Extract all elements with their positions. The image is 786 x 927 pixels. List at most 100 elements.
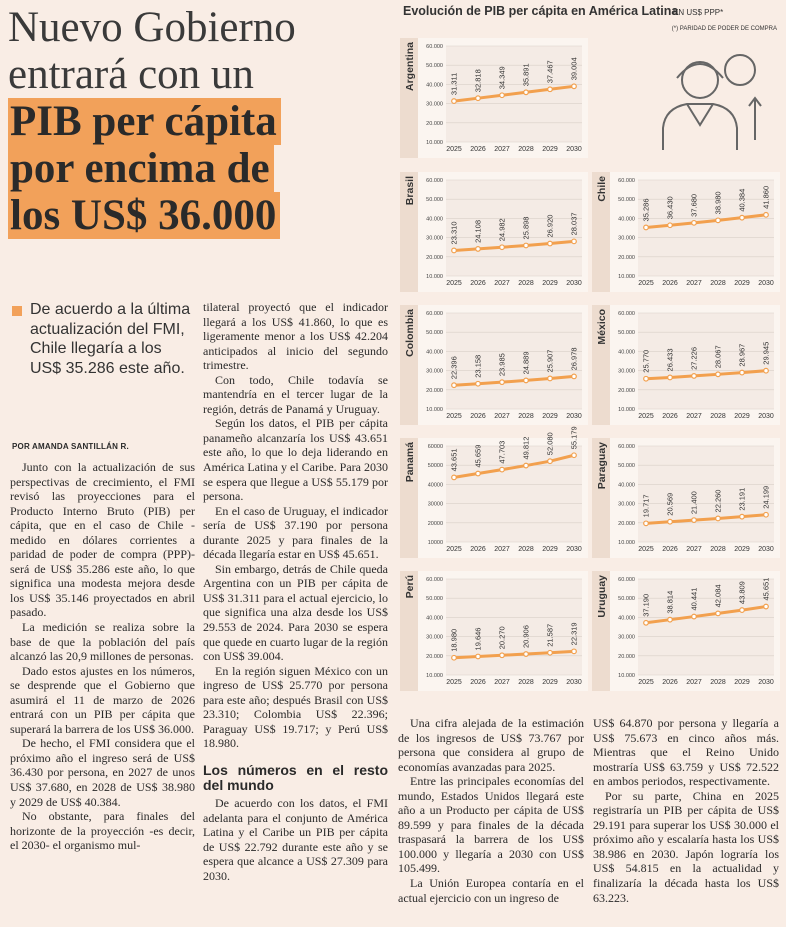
value-label: 49.812 xyxy=(522,437,531,460)
y-tick-label: 10.000 xyxy=(426,140,443,146)
paragraph: Dado estos ajustes en los números, se de… xyxy=(10,663,195,736)
subhead: Los números en el resto del mundo xyxy=(203,761,388,793)
x-tick-label: 2029 xyxy=(734,413,750,420)
x-tick-label: 2028 xyxy=(518,146,534,153)
x-tick-label: 2026 xyxy=(662,280,678,287)
x-tick-label: 2028 xyxy=(518,280,534,287)
point xyxy=(475,470,481,477)
headline-highlight: por encima de xyxy=(8,145,274,192)
chart: Colombia 10.000 20.000 30.000 40.000 50.000 60… xyxy=(400,305,588,425)
value-label: 20.906 xyxy=(522,625,531,648)
value-label: 25.907 xyxy=(546,350,555,373)
paragraph: Junto con la actualización de sus perspe… xyxy=(10,460,195,620)
point xyxy=(499,244,505,251)
paragraph: Una cifra alejada de la estimación de lo… xyxy=(398,716,584,774)
paragraph: Con todo, Chile todavía se mantendría en… xyxy=(203,372,388,416)
value-label: 23.191 xyxy=(738,488,747,511)
paragraph: Entre las principales economías del mund… xyxy=(398,774,584,876)
x-tick-label: 2030 xyxy=(758,679,774,686)
y-tick-label: 10.000 xyxy=(618,540,635,546)
icon xyxy=(662,54,762,150)
point xyxy=(451,247,457,254)
y-tick-label: 50.000 xyxy=(426,197,443,203)
point xyxy=(547,375,553,382)
value-label: 20.569 xyxy=(666,493,675,516)
x-tick-label: 2026 xyxy=(470,546,486,553)
x-tick-label: 2028 xyxy=(518,413,534,420)
y-tick-label: 40.000 xyxy=(426,615,443,621)
y-tick-label: 20.000 xyxy=(426,388,443,394)
graphic-title: Evolución de PIB per cápita en América L… xyxy=(403,4,679,18)
y-tick-label: 50.000 xyxy=(426,63,443,69)
y-tick-label: 60.000 xyxy=(426,577,443,583)
chart: Paraguay 10.000 20.000 30.000 40.000 50.000 60… xyxy=(592,438,780,558)
y-tick-label: 40.000 xyxy=(426,349,443,355)
value-label: 37.190 xyxy=(642,594,651,617)
y-tick-label: 50000 xyxy=(428,463,443,469)
point xyxy=(451,382,457,389)
x-tick-label: 2027 xyxy=(494,413,510,420)
value-label: 37.467 xyxy=(546,60,555,83)
value-label: 43.809 xyxy=(738,581,747,604)
value-label: 28.967 xyxy=(738,344,747,367)
label-strip xyxy=(592,571,610,691)
paragraph: US$ 64.870 por persona y llegaría a US$ … xyxy=(593,716,779,789)
point xyxy=(739,513,745,520)
value-label: 22.319 xyxy=(570,622,579,645)
label-strip xyxy=(400,172,418,292)
value-label: 21.400 xyxy=(690,491,699,514)
value-label: 32.818 xyxy=(474,69,483,92)
y-tick-label: 20.000 xyxy=(618,654,635,660)
y-tick-label: 10.000 xyxy=(618,673,635,679)
x-tick-label: 2030 xyxy=(566,280,582,287)
point xyxy=(667,518,673,525)
point xyxy=(691,373,697,379)
x-tick-label: 2029 xyxy=(542,546,558,553)
x-tick-label: 2030 xyxy=(566,679,582,686)
x-tick-label: 2027 xyxy=(686,413,702,420)
x-tick-label: 2027 xyxy=(686,280,702,287)
x-tick-label: 2029 xyxy=(734,546,750,553)
plot-area xyxy=(446,313,582,409)
point xyxy=(571,238,577,245)
value-label: 24.108 xyxy=(474,220,483,243)
x-tick-label: 2029 xyxy=(542,413,558,420)
chart-title: Paraguay xyxy=(596,442,608,489)
point xyxy=(715,371,721,378)
x-tick-label: 2026 xyxy=(662,679,678,686)
value-label: 21.587 xyxy=(546,624,555,647)
value-label: 18.980 xyxy=(450,629,459,652)
y-tick-label: 50.000 xyxy=(618,197,635,203)
y-tick-label: 60000 xyxy=(428,444,443,450)
x-tick-label: 2030 xyxy=(566,546,582,553)
x-tick-label: 2025 xyxy=(446,679,462,686)
y-tick-label: 20.000 xyxy=(426,121,443,127)
y-tick-label: 40.000 xyxy=(618,216,635,222)
value-label: 22.260 xyxy=(714,490,723,513)
x-tick-label: 2025 xyxy=(638,546,654,553)
y-tick-label: 50.000 xyxy=(426,596,443,602)
x-tick-label: 2028 xyxy=(710,413,726,420)
value-label: 24.982 xyxy=(498,218,507,241)
paragraph: De acuerdo con los datos, el FMI adelant… xyxy=(203,795,388,883)
y-tick-label: 40.000 xyxy=(618,349,635,355)
x-tick-label: 2025 xyxy=(638,679,654,686)
point xyxy=(763,511,769,518)
x-tick-label: 2028 xyxy=(518,679,534,686)
headline-line: por encima de xyxy=(8,145,388,192)
y-tick-label: 40.000 xyxy=(426,82,443,88)
x-tick-label: 2030 xyxy=(758,413,774,420)
y-tick-label: 10.000 xyxy=(618,407,635,413)
paragraph: En el caso de Uruguay, el indicador serí… xyxy=(203,503,388,562)
line xyxy=(644,213,768,229)
y-tick-label: 20000 xyxy=(428,521,443,527)
y-tick-label: 30.000 xyxy=(618,502,635,508)
point xyxy=(715,515,721,522)
value-label: 26.978 xyxy=(570,347,579,370)
y-tick-label: 50.000 xyxy=(618,463,635,469)
paragraph: Según los datos, el PIB per cápita panam… xyxy=(203,416,388,504)
plot-area xyxy=(638,313,774,409)
value-label: 38.814 xyxy=(666,591,675,614)
point xyxy=(475,653,481,660)
